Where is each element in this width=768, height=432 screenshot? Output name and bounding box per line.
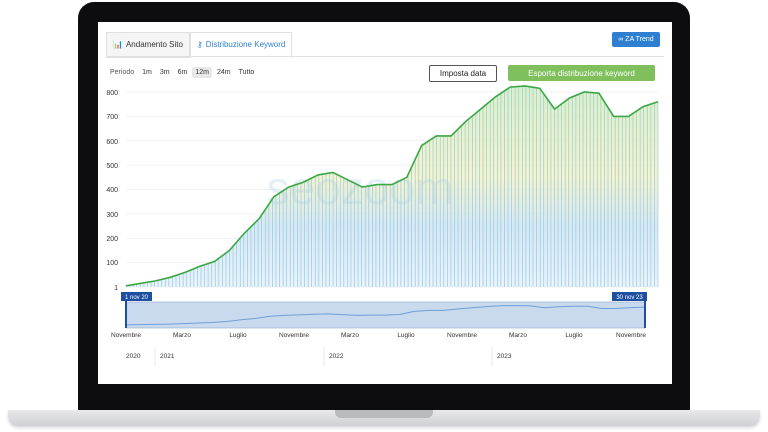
y-tick-label: 300 — [106, 212, 118, 219]
period-12m[interactable]: 12m — [192, 67, 212, 78]
navigator-end-label: 30 nov 23 — [616, 295, 643, 301]
y-tick-label: 600 — [106, 139, 118, 146]
tab-andamento-sito[interactable]: 📊 Andamento Sito — [106, 32, 190, 58]
y-tick-label: 400 — [106, 187, 118, 194]
x-month-label: Luglio — [565, 332, 583, 339]
y-tick-label: 200 — [106, 236, 118, 243]
keyword-area — [126, 85, 658, 288]
laptop-notch — [335, 410, 433, 418]
period-6m[interactable]: 6m — [177, 69, 188, 76]
keyword-bars — [125, 86, 659, 287]
tab-label: Andamento Sito — [125, 40, 183, 49]
navigator-start-label: 1 nov 20 — [125, 295, 149, 301]
x-month-label: Marzo — [341, 332, 359, 339]
x-month-label: Marzo — [509, 332, 527, 339]
keyword-line — [125, 85, 659, 287]
x-axis-months: Novembre Marzo Luglio Novembre Marzo Lug… — [111, 332, 646, 339]
y-axis-labels: 1 100 200 300 400 500 600 700 800 — [106, 90, 118, 292]
period-3m[interactable]: 3m — [159, 69, 170, 76]
tab-divider — [106, 56, 664, 57]
x-month-label: Luglio — [229, 332, 247, 339]
link-icon: ∞ — [618, 36, 624, 43]
x-month-label: Luglio — [397, 332, 415, 339]
chart-icon: 📊 — [113, 40, 123, 49]
period-tutto[interactable]: Tutto — [238, 69, 255, 76]
x-month-label: Novembre — [279, 332, 309, 339]
watermark-logo: seozoom — [267, 162, 454, 214]
x-year-label: 2023 — [497, 353, 512, 360]
period-1m[interactable]: 1m — [142, 69, 152, 76]
period-label: Periodo — [110, 69, 135, 76]
x-year-label: 2021 — [160, 353, 175, 360]
navigator-handle-left[interactable] — [125, 300, 127, 328]
x-year-label: 2022 — [329, 353, 344, 360]
y-tick-label: 1 — [114, 285, 118, 292]
laptop-base — [8, 410, 760, 426]
x-month-label: Marzo — [173, 332, 191, 339]
x-year-label: 2020 — [126, 353, 141, 360]
period-24m[interactable]: 24m — [216, 69, 231, 76]
screen: 📊 Andamento Sito ⚷ Distribuzione Keyword… — [98, 22, 672, 384]
y-tick-label: 100 — [106, 260, 118, 267]
x-month-label: Novembre — [447, 332, 477, 339]
y-tick-label: 500 — [106, 163, 118, 170]
tab-bar: 📊 Andamento Sito ⚷ Distribuzione Keyword — [106, 32, 293, 58]
navigator-start-badge — [121, 292, 152, 301]
y-tick-label: 800 — [106, 90, 118, 97]
navigator-line — [125, 305, 646, 326]
x-month-label: Novembre — [616, 332, 646, 339]
x-axis-years: 2020 2021 2022 2023 — [126, 347, 512, 366]
navigator-handle-right[interactable] — [644, 300, 646, 328]
keyword-chart: 1 100 200 300 400 500 600 700 800 seozoo… — [106, 85, 659, 366]
period-selector: Periodo 1m 3m 6m 12m 24m Tutto — [110, 67, 257, 78]
x-month-label: Novembre — [111, 332, 141, 339]
navigator: 1 nov 20 30 nov 23 — [121, 292, 647, 329]
export-keyword-button[interactable]: Esporta distribuzione keyword — [508, 65, 655, 81]
imposta-data-button[interactable]: Imposta data — [429, 65, 497, 82]
navigator-end-badge — [612, 292, 647, 301]
tab-label: Distribuzione Keyword — [205, 40, 286, 49]
za-trend-button[interactable]: ∞ ZA Trend — [612, 32, 660, 47]
y-tick-label: 700 — [106, 114, 118, 121]
za-trend-label: ZA Trend — [625, 36, 654, 43]
tab-distribuzione-keyword[interactable]: ⚷ Distribuzione Keyword — [189, 32, 293, 58]
key-icon: ⚷ — [196, 40, 203, 49]
